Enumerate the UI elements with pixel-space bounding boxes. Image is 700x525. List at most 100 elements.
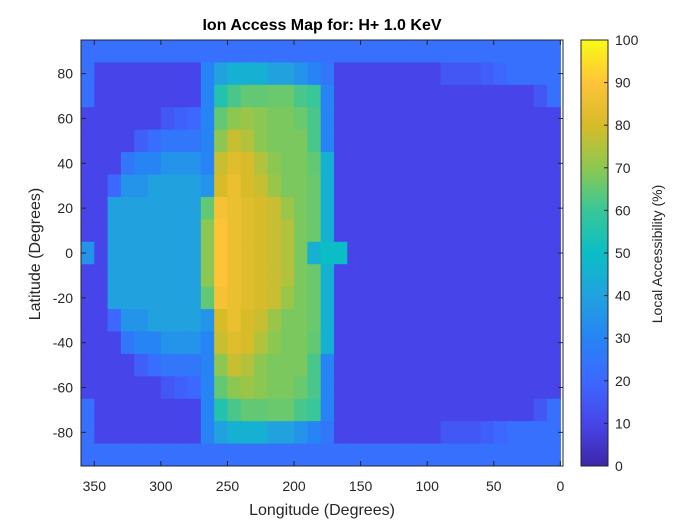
heatmap-cell bbox=[493, 376, 508, 400]
heatmap-cell bbox=[187, 152, 202, 176]
heatmap-cell bbox=[94, 129, 109, 153]
heatmap-cell bbox=[507, 443, 521, 466]
heatmap-cell bbox=[360, 129, 375, 153]
heatmap-cell bbox=[254, 129, 268, 153]
heatmap-cell bbox=[174, 62, 189, 86]
heatmap-cell bbox=[440, 196, 455, 220]
heatmap-cell bbox=[533, 443, 548, 466]
heatmap-cell bbox=[120, 398, 135, 422]
heatmap-cell bbox=[467, 241, 482, 265]
heatmap-cell bbox=[400, 331, 415, 355]
heatmap-cell bbox=[240, 353, 255, 377]
heatmap-cell bbox=[347, 40, 362, 64]
heatmap-cell bbox=[440, 62, 455, 86]
heatmap-cell bbox=[147, 84, 162, 108]
heatmap-cell bbox=[453, 331, 468, 355]
heatmap-cell bbox=[240, 152, 255, 176]
heatmap-cell bbox=[294, 241, 308, 265]
heatmap-cell bbox=[134, 152, 149, 176]
heatmap-cell bbox=[134, 107, 149, 131]
heatmap-cell bbox=[373, 286, 388, 310]
y-tick-label: -20 bbox=[53, 290, 73, 306]
heatmap-cell bbox=[400, 353, 415, 377]
heatmap-cell bbox=[320, 264, 335, 288]
heatmap-cell bbox=[480, 107, 495, 131]
heatmap-cell bbox=[413, 62, 428, 86]
heatmap-cell bbox=[453, 309, 468, 333]
heatmap-cell bbox=[333, 241, 348, 265]
heatmap-cell bbox=[453, 196, 468, 220]
heatmap-cell bbox=[360, 152, 375, 176]
heatmap-cell bbox=[94, 264, 109, 288]
heatmap-cell bbox=[240, 129, 255, 153]
heatmap-cell bbox=[187, 129, 202, 153]
heatmap-cell bbox=[160, 219, 175, 243]
heatmap-cell bbox=[400, 196, 415, 220]
heatmap-cell bbox=[360, 174, 375, 198]
heatmap-cell bbox=[440, 264, 455, 288]
heatmap-cell bbox=[227, 443, 242, 466]
heatmap-cell bbox=[427, 152, 442, 176]
heatmap-cell bbox=[174, 174, 189, 198]
heatmap-cell bbox=[160, 264, 175, 288]
heatmap-cell bbox=[547, 309, 561, 333]
heatmap-cell bbox=[413, 443, 428, 466]
heatmap-cell bbox=[280, 376, 295, 400]
heatmap-cell bbox=[147, 107, 162, 131]
heatmap-cell bbox=[413, 264, 428, 288]
heatmap-cell bbox=[147, 241, 162, 265]
x-tick-label: 150 bbox=[349, 478, 373, 494]
colorbar-tick-label: 80 bbox=[615, 117, 631, 133]
heatmap-cell bbox=[254, 152, 268, 176]
heatmap-cell bbox=[467, 353, 482, 377]
heatmap-cell bbox=[307, 152, 322, 176]
heatmap-cell bbox=[520, 309, 535, 333]
heatmap-cell bbox=[387, 443, 402, 466]
heatmap-cell bbox=[174, 309, 189, 333]
heatmap-cell bbox=[507, 174, 521, 198]
heatmap-cell bbox=[480, 129, 495, 153]
heatmap-cell bbox=[267, 241, 282, 265]
heatmap-cell bbox=[254, 84, 268, 108]
heatmap-cell bbox=[320, 331, 335, 355]
heatmap-cell bbox=[453, 84, 468, 108]
heatmap-cell bbox=[254, 309, 268, 333]
heatmap-cell bbox=[307, 107, 322, 131]
heatmap-cell bbox=[347, 152, 362, 176]
heatmap-cell bbox=[347, 129, 362, 153]
heatmap-cell bbox=[107, 264, 122, 288]
heatmap-cell bbox=[267, 443, 282, 466]
heatmap-cell bbox=[174, 286, 189, 310]
heatmap-cell bbox=[81, 264, 95, 288]
heatmap-cell bbox=[174, 219, 189, 243]
heatmap-cell bbox=[267, 107, 282, 131]
heatmap-cell bbox=[467, 84, 482, 108]
heatmap-cell bbox=[81, 196, 95, 220]
heatmap-cell bbox=[81, 219, 95, 243]
heatmap-cell bbox=[81, 129, 95, 153]
heatmap-cell bbox=[214, 286, 229, 310]
heatmap-cell bbox=[227, 84, 242, 108]
heatmap-cell bbox=[347, 331, 362, 355]
heatmap-cell bbox=[320, 286, 335, 310]
heatmap-cell bbox=[267, 196, 282, 220]
heatmap-cell bbox=[160, 174, 175, 198]
heatmap-cell bbox=[200, 107, 215, 131]
heatmap-cell bbox=[387, 286, 402, 310]
heatmap-cell bbox=[94, 62, 109, 86]
heatmap-cell bbox=[147, 62, 162, 86]
heatmap-cell bbox=[493, 62, 508, 86]
heatmap-cell bbox=[174, 152, 189, 176]
heatmap-cell bbox=[94, 174, 109, 198]
heatmap-cell bbox=[480, 421, 495, 445]
heatmap-cell bbox=[107, 353, 122, 377]
heatmap-cell bbox=[467, 443, 482, 466]
heatmap-cell bbox=[333, 331, 348, 355]
heatmap-cell bbox=[453, 398, 468, 422]
heatmap-cell bbox=[467, 264, 482, 288]
heatmap-cell bbox=[533, 264, 548, 288]
heatmap-cell bbox=[493, 286, 508, 310]
heatmap-cell bbox=[547, 62, 561, 86]
heatmap-cell bbox=[467, 40, 482, 64]
